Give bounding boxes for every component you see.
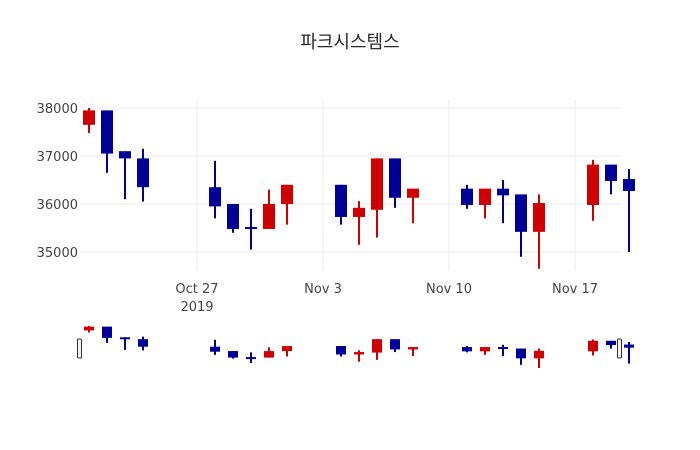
x-axis: Oct 27 2019 Nov 3 Nov 10 Nov 17 — [175, 282, 598, 315]
candle-decreasing[interactable] — [623, 168, 635, 252]
slider-candle — [354, 350, 364, 362]
slider-candle — [102, 326, 112, 343]
slider-candle — [372, 339, 382, 360]
slider-candle — [228, 351, 238, 359]
grid-lines — [80, 100, 620, 270]
candles — [83, 108, 635, 269]
slider-candle — [120, 337, 130, 350]
slider-candle — [336, 346, 346, 357]
range-slider-left-handle[interactable] — [77, 338, 82, 359]
candle-decreasing[interactable] — [515, 194, 527, 257]
slider-candle — [534, 348, 544, 368]
x-tick-label: Nov 3 — [304, 282, 342, 297]
candle-increasing[interactable] — [479, 188, 491, 219]
slider-candle — [246, 352, 256, 363]
candle-decreasing[interactable] — [119, 151, 131, 200]
slider-candle — [462, 346, 472, 353]
x-tick-label: Nov 10 — [426, 282, 472, 297]
candle-increasing[interactable] — [263, 189, 275, 229]
candle-decreasing[interactable] — [227, 204, 239, 233]
candle-decreasing[interactable] — [461, 184, 473, 209]
candle-decreasing[interactable] — [245, 208, 257, 250]
slider-candle — [588, 339, 598, 356]
slider-candle — [210, 339, 220, 355]
candle-increasing[interactable] — [587, 159, 599, 221]
candle-increasing[interactable] — [533, 194, 545, 269]
slider-candle — [498, 344, 508, 357]
x-tick-label: Nov 17 — [552, 282, 598, 297]
slider-candle — [282, 346, 292, 357]
chart-title: 파크시스템스 — [300, 32, 400, 53]
candle-decreasing[interactable] — [101, 110, 113, 173]
slider-candle — [138, 336, 148, 351]
slider-candle — [264, 347, 274, 358]
candle-increasing[interactable] — [83, 108, 95, 133]
slider-candle — [624, 341, 634, 364]
candle-decreasing[interactable] — [389, 158, 401, 208]
candle-decreasing[interactable] — [605, 164, 617, 195]
y-tick-label: 37000 — [37, 150, 78, 165]
candle-increasing[interactable] — [353, 201, 365, 245]
slider-candle — [480, 347, 490, 355]
range-slider-right-handle[interactable] — [617, 338, 622, 359]
slider-candle — [516, 348, 526, 365]
y-axis: 35000 36000 37000 38000 — [37, 102, 78, 261]
candle-decreasing[interactable] — [137, 148, 149, 202]
candle-decreasing[interactable] — [335, 184, 347, 225]
y-tick-label: 38000 — [37, 102, 78, 117]
candle-increasing[interactable] — [407, 188, 419, 224]
candle-decreasing[interactable] — [209, 160, 221, 219]
candle-increasing[interactable] — [281, 184, 293, 225]
slider-candle — [84, 326, 94, 333]
x-tick-label: Oct 27 — [175, 282, 218, 297]
y-tick-label: 35000 — [37, 246, 78, 261]
candle-increasing[interactable] — [371, 158, 383, 238]
candle-decreasing[interactable] — [497, 180, 509, 224]
slider-candle — [390, 339, 400, 353]
slider-candle — [408, 347, 418, 357]
slider-candle — [606, 340, 616, 349]
y-tick-label: 36000 — [37, 198, 78, 213]
range-slider[interactable] — [77, 326, 635, 368]
x-tick-sublabel: 2019 — [180, 300, 213, 315]
